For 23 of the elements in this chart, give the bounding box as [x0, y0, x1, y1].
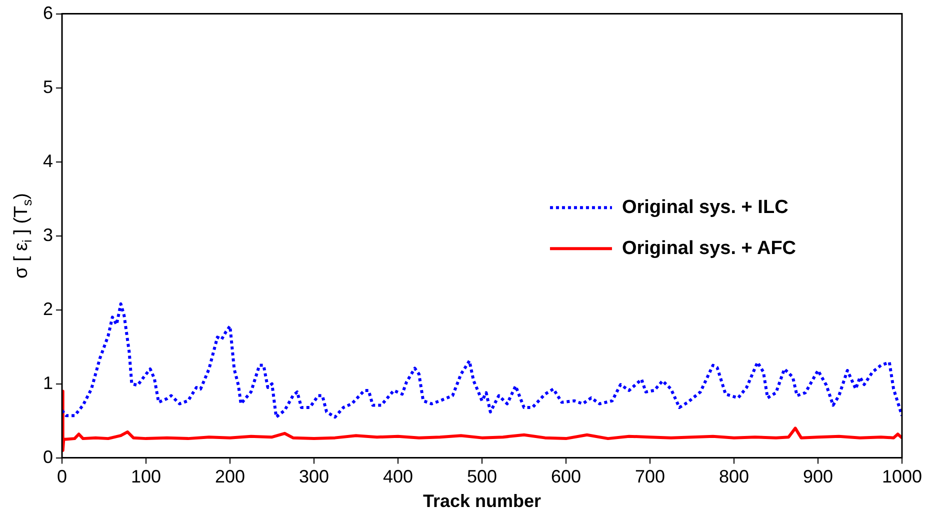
x-tick-label: 300 [298, 466, 330, 487]
x-tick-label: 200 [214, 466, 246, 487]
line-series [62, 302, 902, 419]
y-tick-label: 2 [42, 298, 54, 319]
y-tick-label: 6 [42, 2, 54, 23]
y-tick-label: 0 [42, 446, 54, 467]
y-tick-label: 4 [42, 150, 54, 171]
y-tick-label: 1 [42, 372, 54, 393]
x-tick-label: 600 [550, 466, 582, 487]
x-tick-label: 400 [382, 466, 414, 487]
x-tick-label: 900 [802, 466, 834, 487]
y-axis-title: σ [ εi ] (Ts) [11, 193, 35, 279]
x-tick-label: 500 [466, 466, 498, 487]
y-tick-label: 5 [42, 76, 54, 97]
x-axis-title: Track number [422, 491, 542, 512]
x-tick-label: 1000 [882, 466, 922, 487]
y-tick-label: 3 [42, 224, 54, 245]
x-tick-label: 0 [57, 466, 68, 487]
x-tick-label: 700 [634, 466, 666, 487]
legend-label: Original sys. + AFC [622, 238, 796, 259]
x-tick-label: 100 [130, 466, 162, 487]
legend-label: Original sys. + ILC [622, 196, 789, 218]
x-tick-label: 800 [718, 466, 750, 487]
